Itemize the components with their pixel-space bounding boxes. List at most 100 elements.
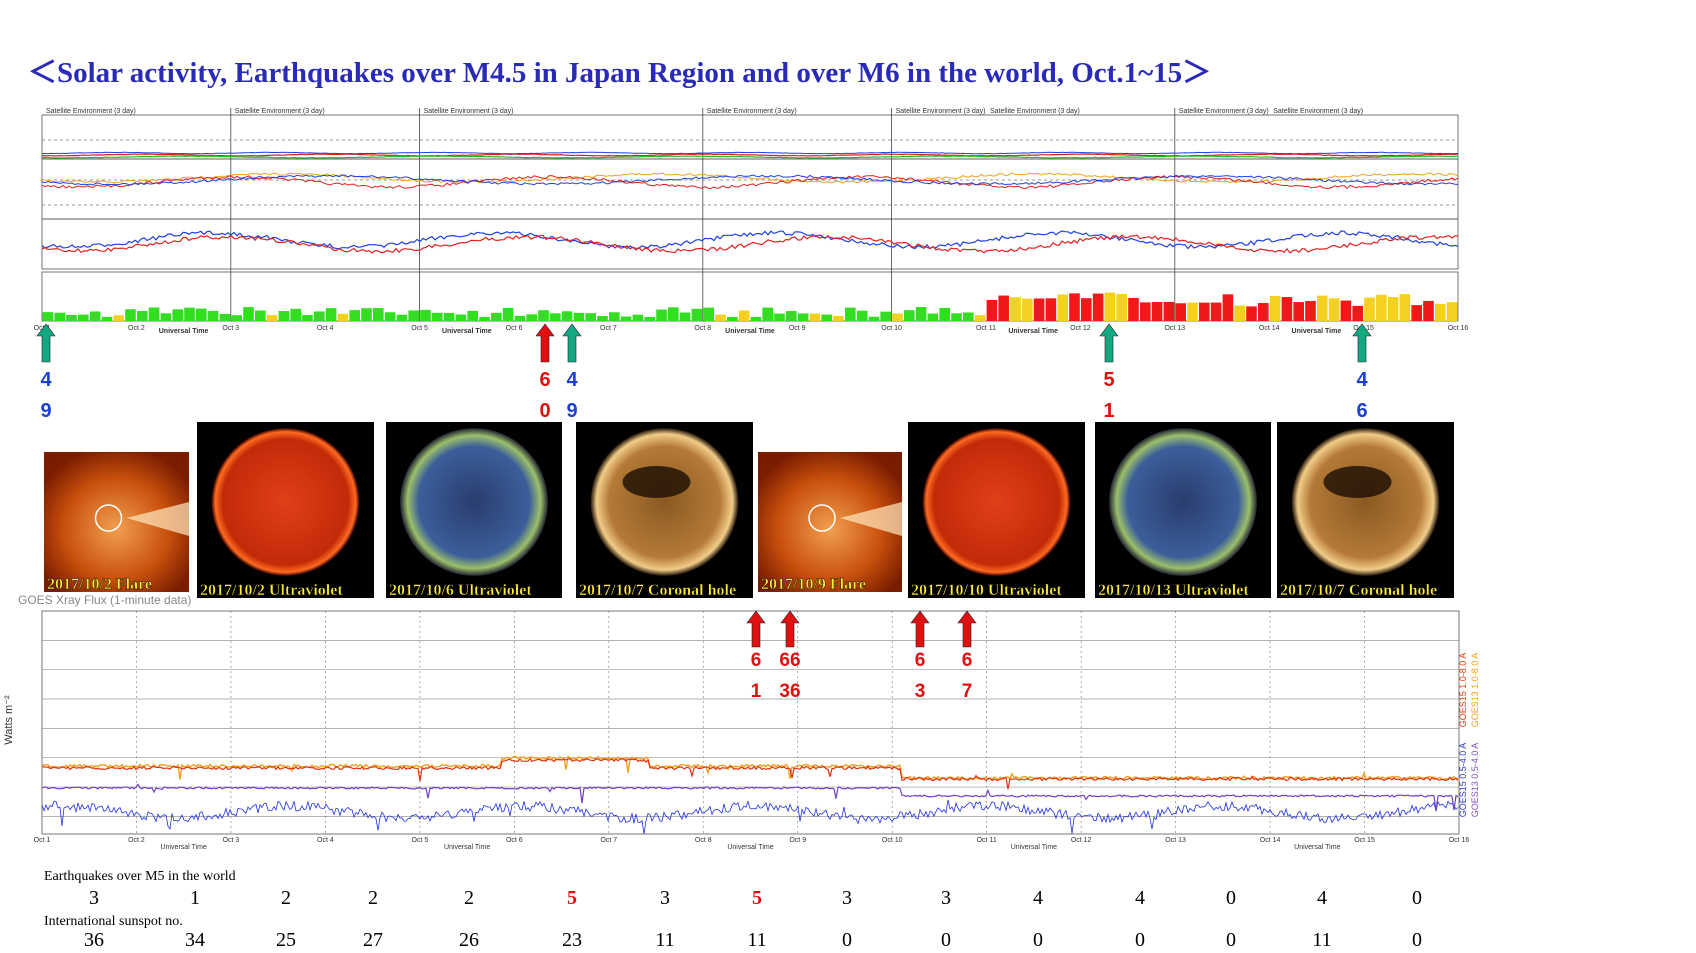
axis-label: Universal Time — [442, 328, 492, 335]
kp-bar — [443, 312, 455, 321]
kp-bar — [78, 314, 89, 321]
cell-value: 11 — [655, 929, 674, 951]
kp-bar — [880, 311, 891, 321]
image-caption: 2017/10/13 Ultraviolet — [1098, 582, 1249, 599]
cell-value: 0 — [1412, 929, 1422, 951]
plot-frame — [41, 218, 1459, 270]
kp-bar — [939, 307, 950, 321]
x-tick-label: Oct 1 — [34, 325, 51, 332]
kp-bar — [1364, 297, 1375, 321]
kp-bar — [243, 307, 254, 321]
x-tick-label: Oct 7 — [600, 837, 617, 844]
panel-title: Satellite Environment (3 day) — [1179, 108, 1269, 115]
kp-bar — [184, 307, 195, 321]
sun-disc — [1109, 428, 1257, 576]
kp-bar — [219, 313, 231, 321]
kp-bar — [1151, 302, 1163, 321]
kp-bar — [963, 312, 974, 321]
kp-bar — [644, 316, 655, 321]
legend-entry: GOES13 0.5-4.0 A — [1470, 743, 1480, 818]
cell-value: 2 — [368, 887, 378, 909]
kp-bar — [113, 315, 124, 321]
kp-bar — [620, 316, 632, 321]
x-tick-label: Oct 9 — [789, 325, 806, 332]
image-caption: 2017/10/2 Flare — [47, 576, 152, 593]
sun-disc — [211, 428, 360, 576]
row-label: International sunspot no. — [44, 914, 183, 929]
axis-label: Universal Time — [1294, 844, 1340, 851]
x-tick-label: Oct 7 — [600, 325, 617, 332]
digit: 9 — [566, 400, 577, 422]
cell-value: 27 — [363, 929, 383, 951]
kp-bar — [1163, 301, 1175, 321]
kp-bar — [1411, 305, 1422, 321]
cell-value: 11 — [747, 929, 766, 951]
kp-bar — [302, 315, 313, 321]
arrow — [1099, 323, 1119, 363]
kp-bar — [148, 307, 160, 321]
kp-bar — [266, 315, 278, 321]
kp-bar — [1446, 302, 1458, 321]
digit: 6 — [751, 650, 762, 671]
kp-bar — [974, 315, 986, 321]
kp-bar — [550, 313, 561, 321]
cell-value: 3 — [941, 887, 951, 909]
content: Satellite Environment (3 day) Satellite E… — [3, 108, 1480, 951]
kp-bar — [585, 313, 596, 321]
x-tick-label: Oct 4 — [317, 837, 334, 844]
kp-bar — [1376, 294, 1387, 321]
digit: 5 — [1103, 369, 1114, 391]
kp-bar — [833, 315, 844, 321]
kp-bar — [845, 307, 856, 321]
coronal-hole — [622, 466, 691, 498]
kp-bar — [455, 314, 467, 321]
x-tick-label: Oct 15 — [1354, 837, 1375, 844]
xray-short — [41, 799, 1459, 834]
proton-flux — [41, 153, 1459, 157]
xray-long-alt — [42, 757, 1459, 790]
occulter — [94, 504, 123, 532]
plot-frame — [41, 271, 1459, 322]
cell-value: 23 — [562, 929, 582, 951]
sun-disc — [922, 428, 1071, 576]
plot-frame — [41, 610, 1460, 835]
x-tick-label: Oct 5 — [411, 325, 428, 332]
digit: 0 — [539, 400, 550, 422]
kp-bar — [1069, 293, 1080, 321]
electron-flux — [41, 174, 1459, 186]
kp-bar — [66, 314, 77, 321]
axis-label: Universal Time — [727, 844, 773, 851]
panel-title: Satellite Environment (3 day) — [235, 108, 325, 115]
sun-disc — [590, 428, 739, 576]
x-tick-label: Oct 10 — [881, 325, 902, 332]
kp-bar — [915, 307, 927, 321]
cell-value: 0 — [1033, 929, 1043, 951]
digit: 7 — [962, 681, 973, 702]
flare-streak — [126, 502, 189, 536]
kp-bar — [1057, 294, 1068, 321]
arrow — [562, 323, 582, 363]
arrow — [36, 323, 56, 363]
cell-value: 11 — [1312, 929, 1331, 951]
x-tick-label: Oct 6 — [506, 837, 523, 844]
kp-bar — [821, 314, 832, 321]
kp-bar — [892, 313, 903, 321]
kp-bar — [609, 312, 620, 321]
kp-bar — [479, 316, 490, 321]
digit: 3 — [915, 681, 926, 702]
kp-bar — [538, 310, 549, 321]
digit: 4 — [1356, 369, 1368, 391]
coronal-hole — [1323, 466, 1392, 498]
kp-bar — [1340, 300, 1352, 321]
kp-bar — [337, 313, 349, 321]
kp-bar — [396, 314, 408, 321]
x-tick-label: Oct 12 — [1070, 325, 1091, 332]
kp-bar — [1317, 295, 1328, 321]
axis-label: Universal Time — [1011, 844, 1057, 851]
x-tick-label: Oct 9 — [789, 837, 806, 844]
kp-bar — [1293, 302, 1304, 321]
cell-value: 4 — [1317, 887, 1327, 909]
axis-label: Universal Time — [1292, 328, 1342, 335]
kp-bar — [998, 295, 1009, 321]
